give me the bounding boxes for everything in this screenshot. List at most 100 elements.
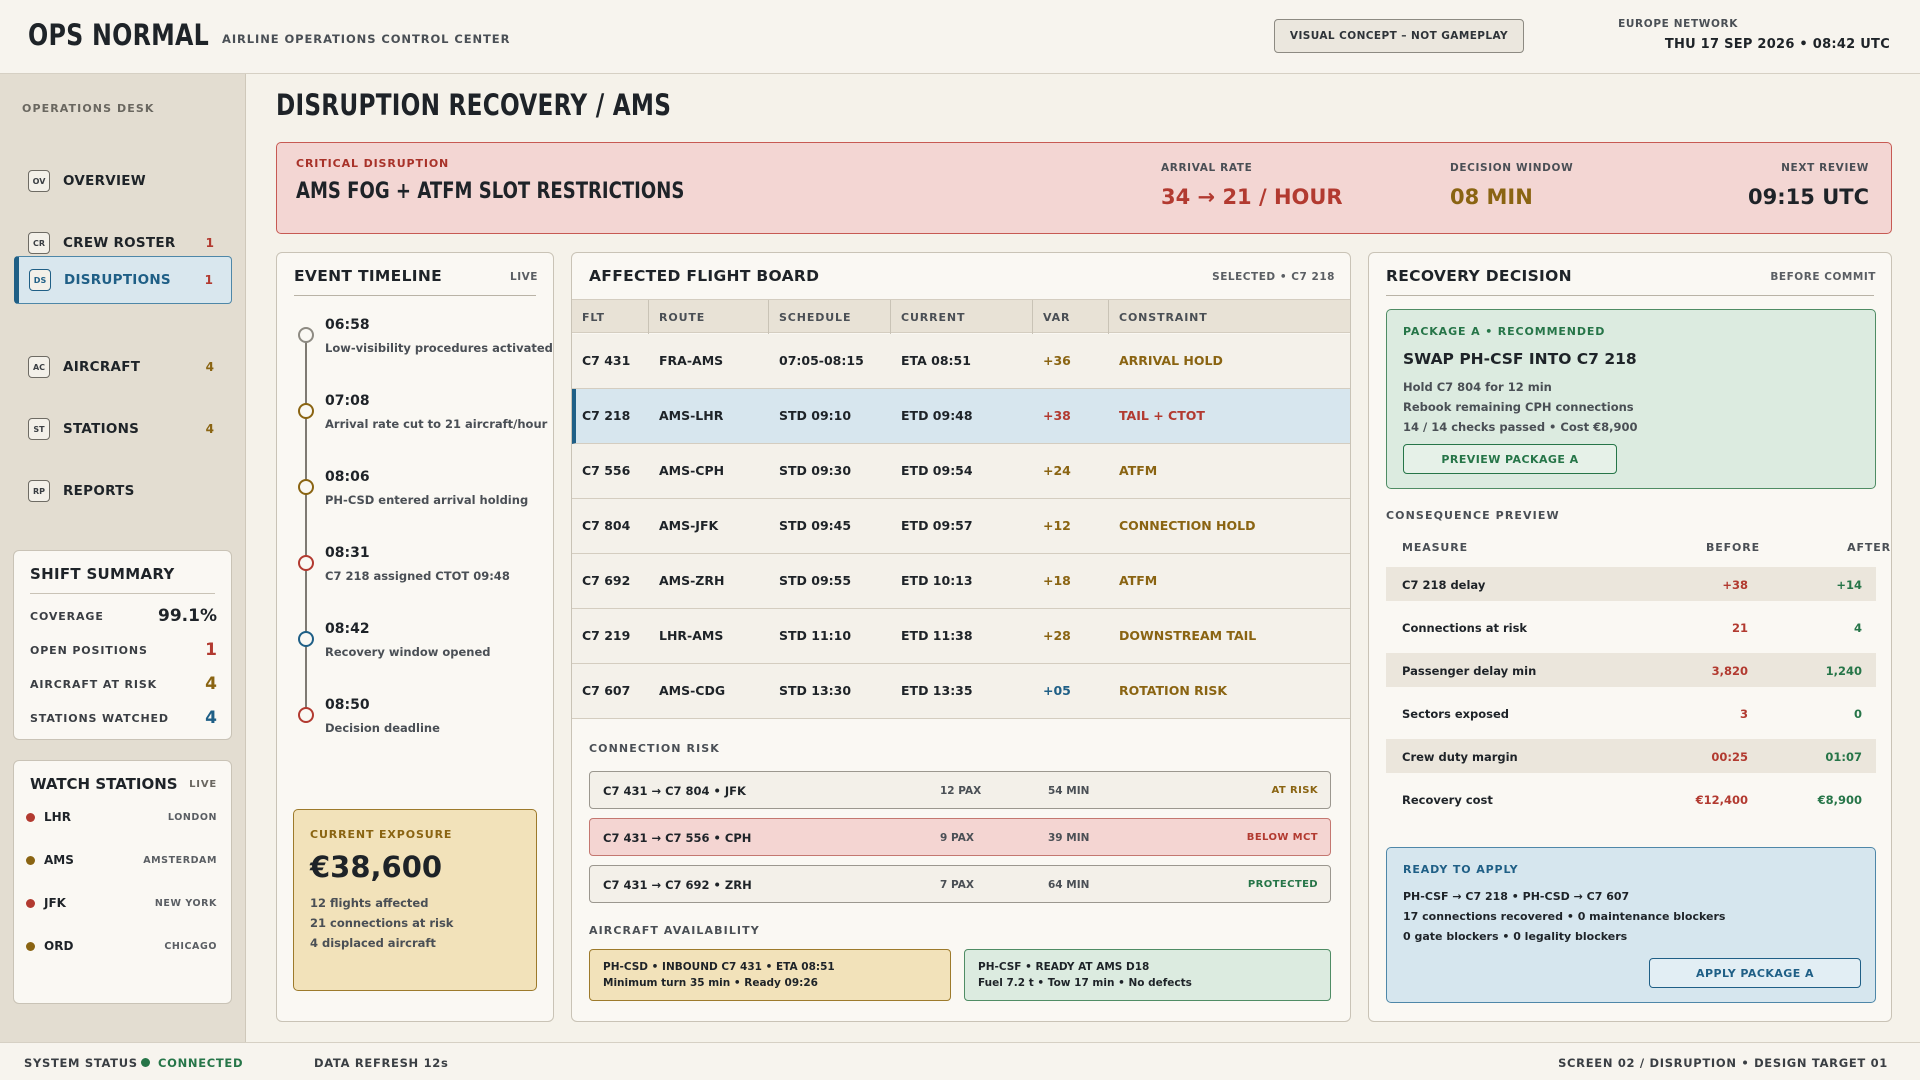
column-header[interactable]: CONSTRAINT <box>1119 311 1208 324</box>
arrival-rate-label: ARRIVAL RATE <box>1161 162 1253 174</box>
station-city: AMSTERDAM <box>143 854 217 866</box>
ready-kicker: READY TO APPLY <box>1403 863 1519 876</box>
sidebar-item-aircraft[interactable]: AC AIRCRAFT 4 <box>14 343 232 391</box>
column-divider <box>1032 300 1033 334</box>
connection-minutes: 54 MIN <box>1048 785 1090 797</box>
flight-variance: +36 <box>1043 353 1071 368</box>
sidebar-item-reports[interactable]: RP REPORTS <box>14 467 232 515</box>
consequence-before: 21 <box>1731 621 1748 635</box>
live-badge: LIVE <box>510 271 538 283</box>
flight-route: AMS-ZRH <box>659 573 725 588</box>
connection-minutes: 64 MIN <box>1048 879 1090 891</box>
consequence-after: 0 <box>1853 707 1862 721</box>
watch-station-jfk[interactable]: JFK NEW YORK <box>26 893 217 913</box>
table-row[interactable]: C7 556 AMS-CPH STD 09:30 ETD 09:54 +24 A… <box>572 444 1350 499</box>
connection-row[interactable]: C7 431 → C7 692 • ZRH 7 PAX 64 MIN PROTE… <box>589 865 1331 903</box>
connection-row[interactable]: C7 431 → C7 556 • CPH 9 PAX 39 MIN BELOW… <box>589 818 1331 856</box>
sidebar-item-disruptions[interactable]: DS DISRUPTIONS 1 <box>14 256 232 304</box>
connection-status: BELOW MCT <box>1246 832 1318 843</box>
timeline-time: 06:58 <box>325 317 370 333</box>
consequence-before: 3,820 <box>1711 664 1748 678</box>
column-header[interactable]: ROUTE <box>659 311 706 324</box>
affected-flight-board-panel: AFFECTED FLIGHT BOARD SELECTED • C7 218 … <box>571 252 1351 1022</box>
shift-row-stations-watched: STATIONS WATCHED 4 <box>30 708 217 728</box>
divider <box>1386 295 1874 296</box>
exposure-label: CURRENT EXPOSURE <box>310 828 453 841</box>
sidebar-item-stations[interactable]: ST STATIONS 4 <box>14 405 232 453</box>
current-exposure-card: CURRENT EXPOSURE €38,600 12 flights affe… <box>293 809 537 991</box>
crew-roster-icon: CR <box>28 232 50 254</box>
consequence-measure: Recovery cost <box>1402 793 1493 807</box>
watch-station-lhr[interactable]: LHR LONDON <box>26 807 217 827</box>
flight-current: ETD 10:13 <box>901 573 973 588</box>
flight-constraint: TAIL + CTOT <box>1119 408 1205 423</box>
table-row[interactable]: C7 219 LHR-AMS STD 11:10 ETD 11:38 +28 D… <box>572 609 1350 664</box>
timeline-node-icon <box>298 631 314 647</box>
column-divider <box>648 300 649 334</box>
flight-variance: +28 <box>1043 628 1071 643</box>
station-city: NEW YORK <box>154 897 217 909</box>
stations-icon: ST <box>28 418 50 440</box>
watch-station-ord[interactable]: ORD CHICAGO <box>26 936 217 956</box>
column-header[interactable]: FLT <box>582 311 605 324</box>
column-header[interactable]: CURRENT <box>901 311 966 324</box>
aircraft-icon: AC <box>28 356 50 378</box>
consequence-before: +38 <box>1722 578 1748 592</box>
sidebar-item-label: REPORTS <box>63 483 135 499</box>
table-row-selected[interactable]: C7 218 AMS-LHR STD 09:10 ETD 09:48 +38 T… <box>572 389 1350 444</box>
ready-line: 17 connections recovered • 0 maintenance… <box>1403 910 1726 923</box>
exposure-line: 12 flights affected <box>310 896 429 910</box>
aircraft-availability-card[interactable]: PH-CSF • READY AT AMS D18 Fuel 7.2 t • T… <box>964 949 1331 1001</box>
exposure-value: €38,600 <box>310 850 443 884</box>
app-subtitle: AIRLINE OPERATIONS CONTROL CENTER <box>222 32 511 46</box>
connection-row[interactable]: C7 431 → C7 804 • JFK 12 PAX 54 MIN AT R… <box>589 771 1331 809</box>
ready-to-apply-card: READY TO APPLY PH-CSF → C7 218 • PH-CSD … <box>1386 847 1876 1003</box>
flight-constraint: CONNECTION HOLD <box>1119 518 1256 533</box>
shift-value: 99.1% <box>158 606 217 626</box>
table-row[interactable]: C7 692 AMS-ZRH STD 09:55 ETD 10:13 +18 A… <box>572 554 1350 609</box>
reports-icon: RP <box>28 480 50 502</box>
watch-station-ams[interactable]: AMS AMSTERDAM <box>26 850 217 870</box>
station-code: JFK <box>44 896 66 910</box>
column-header[interactable]: VAR <box>1043 311 1071 324</box>
flight-variance: +18 <box>1043 573 1071 588</box>
connection-path: C7 431 → C7 556 • CPH <box>603 831 752 845</box>
apply-package-button[interactable]: APPLY PACKAGE A <box>1649 958 1861 988</box>
status-dot-icon <box>26 941 35 951</box>
shift-summary-title: SHIFT SUMMARY <box>30 565 175 583</box>
flight-current: ETD 09:54 <box>901 463 973 478</box>
package-title: SWAP PH-CSF INTO C7 218 <box>1403 350 1637 368</box>
shift-value: 1 <box>205 640 217 660</box>
flight-table-header: FLT ROUTE SCHEDULE CURRENT VAR CONSTRAIN… <box>572 299 1350 334</box>
flight-number: C7 607 <box>582 683 631 698</box>
flight-constraint: ATFM <box>1119 573 1158 588</box>
preview-package-button[interactable]: PREVIEW PACKAGE A <box>1403 444 1617 474</box>
sidebar-item-overview[interactable]: OV OVERVIEW <box>14 157 232 205</box>
consequence-after: 4 <box>1853 621 1862 635</box>
flight-number: C7 804 <box>582 518 631 533</box>
flight-schedule: STD 11:10 <box>779 628 852 643</box>
connection-path: C7 431 → C7 692 • ZRH <box>603 878 752 892</box>
column-header[interactable]: SCHEDULE <box>779 311 852 324</box>
status-footer: SYSTEM STATUS CONNECTED DATA REFRESH 12s… <box>0 1042 1920 1080</box>
table-row[interactable]: C7 804 AMS-JFK STD 09:45 ETD 09:57 +12 C… <box>572 499 1350 554</box>
recovery-decision-panel: RECOVERY DECISION BEFORE COMMIT PACKAGE … <box>1368 252 1892 1022</box>
timeline-desc: Low-visibility procedures activated <box>325 341 553 355</box>
alert-kicker: CRITICAL DISRUPTION <box>296 157 450 170</box>
consequence-row: C7 218 delay +38 +14 <box>1386 567 1876 601</box>
live-badge: LIVE <box>189 779 217 790</box>
column-header: AFTER <box>1847 541 1891 554</box>
aircraft-availability-card[interactable]: PH-CSD • INBOUND C7 431 • ETA 08:51 Mini… <box>589 949 951 1001</box>
panel-title: RECOVERY DECISION <box>1386 267 1572 285</box>
table-row[interactable]: C7 607 AMS-CDG STD 13:30 ETD 13:35 +05 R… <box>572 664 1350 719</box>
timeline-desc: PH-CSD entered arrival holding <box>325 493 529 507</box>
sidebar-item-crew-roster[interactable]: CR CREW ROSTER 1 <box>14 219 232 267</box>
status-dot-icon <box>26 898 35 908</box>
table-row[interactable]: C7 431 FRA-AMS 07:05-08:15 ETA 08:51 +36… <box>572 334 1350 389</box>
timeline-node-icon <box>298 403 314 419</box>
watch-stations-card: WATCH STATIONS LIVE LHR LONDON AMS AMSTE… <box>13 760 232 1004</box>
timeline-axis <box>305 335 307 715</box>
timeline-desc: Arrival rate cut to 21 aircraft/hour <box>325 417 548 431</box>
flight-variance: +05 <box>1043 683 1071 698</box>
flight-schedule: STD 09:10 <box>779 408 852 423</box>
